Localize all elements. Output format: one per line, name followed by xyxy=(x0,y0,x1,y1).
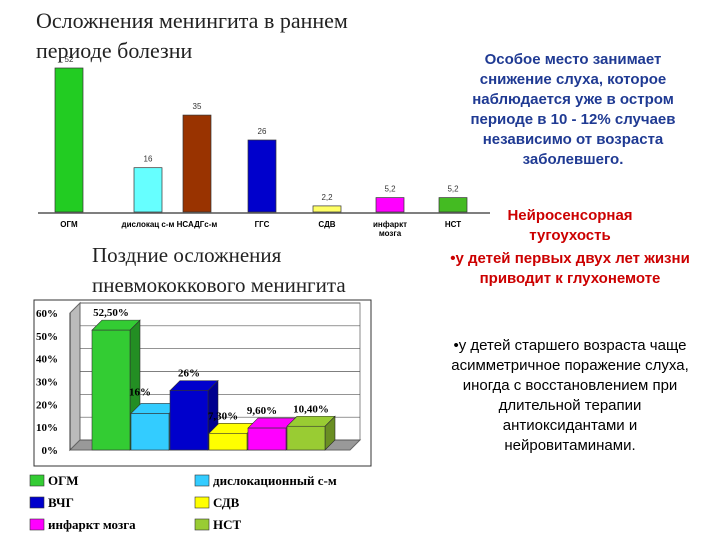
legend-label: ОГМ xyxy=(48,473,78,488)
value-label: 26 xyxy=(258,127,267,136)
bar xyxy=(133,167,163,213)
bar xyxy=(91,329,131,451)
x-tick-label: ОГМ xyxy=(60,220,78,229)
list-item: •у детей старшего возраста чаще асимметр… xyxy=(451,337,689,454)
y-tick-label: 10% xyxy=(36,422,58,434)
legend-swatch xyxy=(194,518,210,531)
value-label: 52 xyxy=(65,55,74,64)
bar xyxy=(130,413,170,451)
bar xyxy=(247,427,287,451)
legend-swatch xyxy=(29,496,45,509)
bar-side-shade xyxy=(325,416,335,450)
y-tick-label: 50% xyxy=(36,331,58,343)
bar xyxy=(312,205,342,213)
legend-label: СДВ xyxy=(213,495,240,510)
value-label: 7,30% xyxy=(208,410,238,422)
chart-title: Поздние осложнения пневмококкового менин… xyxy=(92,243,346,297)
value-label: 26% xyxy=(178,368,200,380)
x-tick-label: инфаркт мозга xyxy=(372,220,407,238)
value-label: 5,2 xyxy=(447,185,459,194)
bar xyxy=(247,139,277,213)
legend-label: дислокационный с-м xyxy=(213,473,337,488)
legend-label: инфаркт мозга xyxy=(48,517,136,532)
y-tick-label: 20% xyxy=(36,399,58,411)
side-wall xyxy=(69,301,81,452)
legend-swatch xyxy=(29,518,45,531)
value-label: 10,40% xyxy=(293,403,329,415)
value-label: 2,2 xyxy=(321,193,333,202)
value-label: 35 xyxy=(193,102,202,111)
intro-text: Особое место занимает снижение слуха, ко… xyxy=(470,51,676,168)
legend-swatch xyxy=(194,474,210,487)
value-label: 5,2 xyxy=(384,185,396,194)
bar xyxy=(182,114,212,213)
bar xyxy=(208,433,248,451)
bar xyxy=(169,390,209,451)
value-label: 16 xyxy=(144,155,153,164)
bar xyxy=(375,197,405,213)
bar xyxy=(286,425,326,451)
heading: Нейросенсорная тугоухость xyxy=(507,207,633,244)
x-tick-label: СДВ xyxy=(318,220,336,229)
x-tick-label: НСТ xyxy=(444,220,462,229)
x-tick-label: ГГС xyxy=(254,220,270,229)
y-tick-label: 0% xyxy=(42,445,59,457)
chart-title: Осложнения менингита в раннем периоде бо… xyxy=(36,8,348,63)
y-tick-label: 60% xyxy=(36,308,58,320)
bar xyxy=(438,197,468,213)
list-item: •у детей первых двух лет жизни приводит … xyxy=(450,250,690,287)
legend-label: НСТ xyxy=(213,517,242,532)
x-tick-label: НСАДГс-м xyxy=(176,220,218,229)
value-label: 9,60% xyxy=(247,405,277,417)
x-tick-label: дислокац с-м xyxy=(121,220,175,229)
legend-swatch xyxy=(194,496,210,509)
bar xyxy=(54,67,84,213)
y-tick-label: 30% xyxy=(36,377,58,389)
value-label: 16% xyxy=(129,386,151,398)
legend-label: ВЧГ xyxy=(48,495,74,510)
value-label: 52,50% xyxy=(93,307,129,319)
y-tick-label: 40% xyxy=(36,354,58,366)
legend-swatch xyxy=(29,474,45,487)
